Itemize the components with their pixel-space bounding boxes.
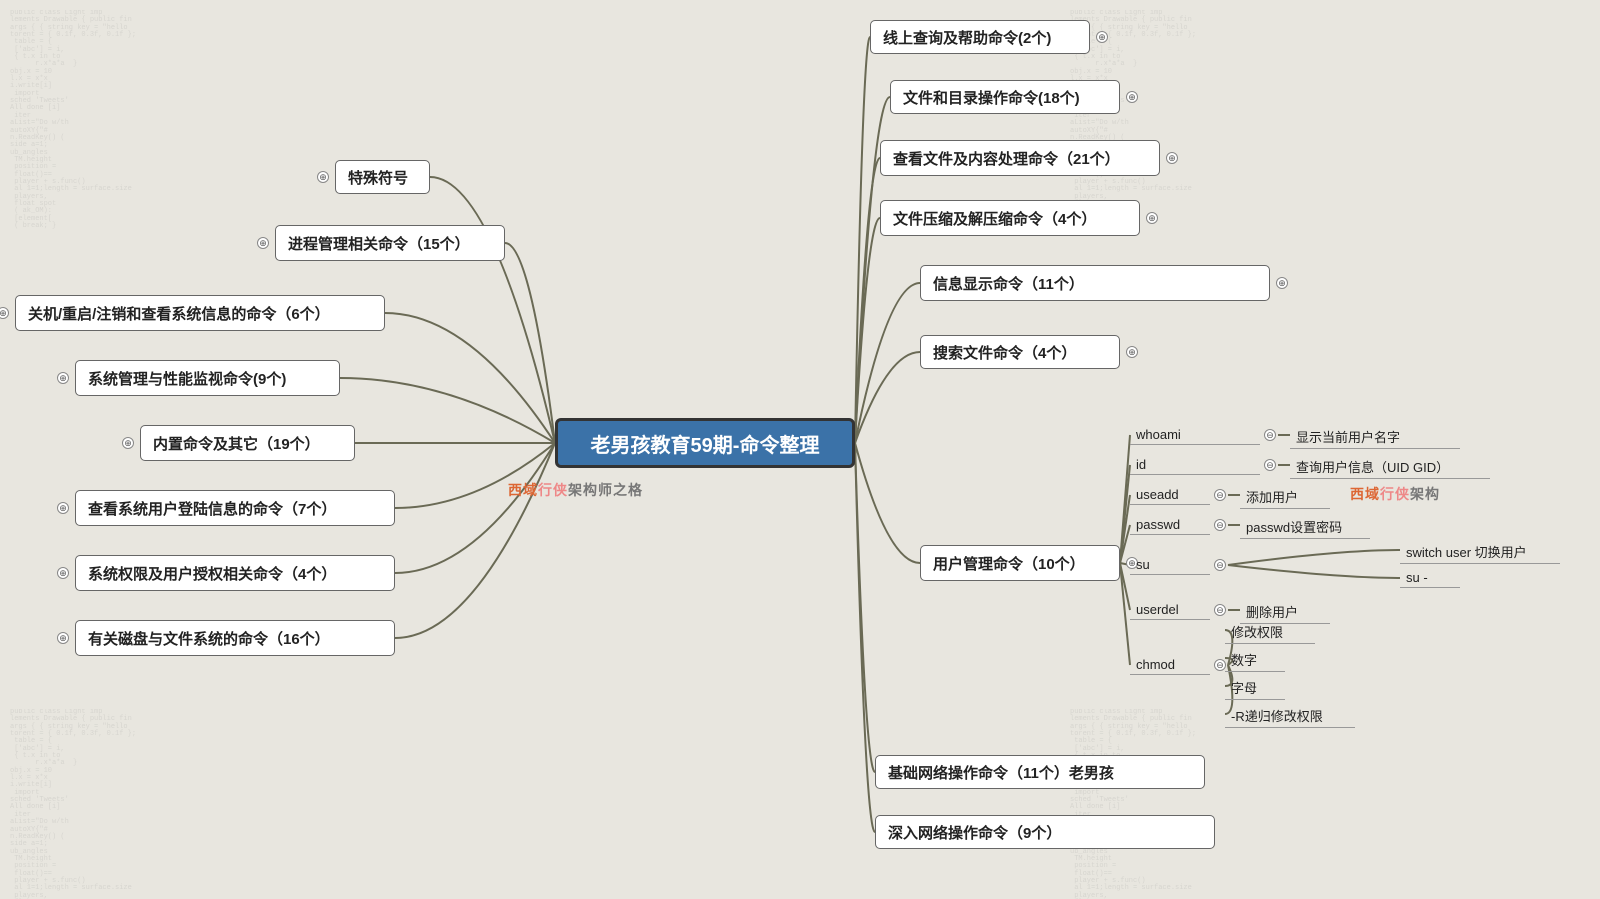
branch-l5[interactable]: 查看系统用户登陆信息的命令（7个）	[75, 490, 395, 526]
expand-r2[interactable]: ⊕	[1166, 152, 1178, 164]
su-child-1[interactable]: su -	[1400, 568, 1460, 588]
branch-r8[interactable]: 深入网络操作命令（9个）	[875, 815, 1215, 849]
cmd-u5[interactable]: userdel	[1130, 600, 1210, 620]
exp-u4[interactable]: ⊖	[1214, 559, 1226, 571]
branch-r3[interactable]: 文件压缩及解压缩命令（4个）	[880, 200, 1140, 236]
branch-r4[interactable]: 信息显示命令（11个）	[920, 265, 1270, 301]
exp-u2[interactable]: ⊖	[1214, 489, 1226, 501]
chmod-child-2[interactable]: 字母	[1225, 676, 1285, 700]
expand-r0[interactable]: ⊕	[1096, 31, 1108, 43]
desc-u1[interactable]: 查询用户信息（UID GID）	[1290, 455, 1490, 479]
branch-l1[interactable]: 进程管理相关命令（15个）	[275, 225, 505, 261]
cmd-u3[interactable]: passwd	[1130, 515, 1210, 535]
branch-l4[interactable]: 内置命令及其它（19个）	[140, 425, 355, 461]
bg-code-tl	[10, 10, 530, 240]
branch-r5[interactable]: 搜索文件命令（4个）	[920, 335, 1120, 369]
branch-l0[interactable]: 特殊符号	[335, 160, 430, 194]
desc-u3[interactable]: passwd设置密码	[1240, 515, 1370, 539]
watermark-right: 西域行侠架构	[1350, 484, 1440, 504]
branch-l6[interactable]: 系统权限及用户授权相关命令（4个）	[75, 555, 395, 591]
expand-l7[interactable]: ⊕	[57, 632, 69, 644]
branch-r6[interactable]: 用户管理命令（10个）	[920, 545, 1120, 581]
branch-l2[interactable]: 关机/重启/注销和查看系统信息的命令（6个）	[15, 295, 385, 331]
exp-u1[interactable]: ⊖	[1264, 459, 1276, 471]
cmd-u0[interactable]: whoami	[1130, 425, 1260, 445]
expand-l5[interactable]: ⊕	[57, 502, 69, 514]
cmd-u6[interactable]: chmod	[1130, 655, 1210, 675]
expand-l0[interactable]: ⊕	[317, 171, 329, 183]
branch-l7[interactable]: 有关磁盘与文件系统的命令（16个）	[75, 620, 395, 656]
exp-u5[interactable]: ⊖	[1214, 604, 1226, 616]
desc-u2[interactable]: 添加用户	[1240, 485, 1330, 509]
bg-code-tr	[1070, 10, 1590, 240]
desc-u0[interactable]: 显示当前用户名字	[1290, 425, 1460, 449]
expand-l3[interactable]: ⊕	[57, 372, 69, 384]
bg-code-br	[1070, 709, 1590, 899]
cmd-u1[interactable]: id	[1130, 455, 1260, 475]
expand-r4[interactable]: ⊕	[1276, 277, 1288, 289]
watermark-left: 西域行侠架构师之格	[508, 480, 643, 500]
expand-r3[interactable]: ⊕	[1146, 212, 1158, 224]
branch-r0[interactable]: 线上查询及帮助命令(2个)	[870, 20, 1090, 54]
root-node[interactable]: 老男孩教育59期-命令整理	[555, 418, 855, 468]
expand-l2[interactable]: ⊕	[0, 307, 9, 319]
branch-r7[interactable]: 基础网络操作命令（11个）老男孩	[875, 755, 1205, 789]
expand-l6[interactable]: ⊕	[57, 567, 69, 579]
bg-code-bl	[10, 709, 530, 899]
branch-l3[interactable]: 系统管理与性能监视命令(9个)	[75, 360, 340, 396]
chmod-child-1[interactable]: 数字	[1225, 648, 1285, 672]
su-child-0[interactable]: switch user 切换用户	[1400, 540, 1560, 564]
cmd-u4[interactable]: su	[1130, 555, 1210, 575]
expand-l4[interactable]: ⊕	[122, 437, 134, 449]
chmod-child-0[interactable]: 修改权限	[1225, 620, 1315, 644]
expand-r1[interactable]: ⊕	[1126, 91, 1138, 103]
branch-r2[interactable]: 查看文件及内容处理命令（21个）	[880, 140, 1160, 176]
chmod-child-3[interactable]: -R递归修改权限	[1225, 704, 1355, 728]
expand-l1[interactable]: ⊕	[257, 237, 269, 249]
exp-u0[interactable]: ⊖	[1264, 429, 1276, 441]
expand-r5[interactable]: ⊕	[1126, 346, 1138, 358]
cmd-u2[interactable]: useadd	[1130, 485, 1210, 505]
branch-r1[interactable]: 文件和目录操作命令(18个)	[890, 80, 1120, 114]
exp-u3[interactable]: ⊖	[1214, 519, 1226, 531]
